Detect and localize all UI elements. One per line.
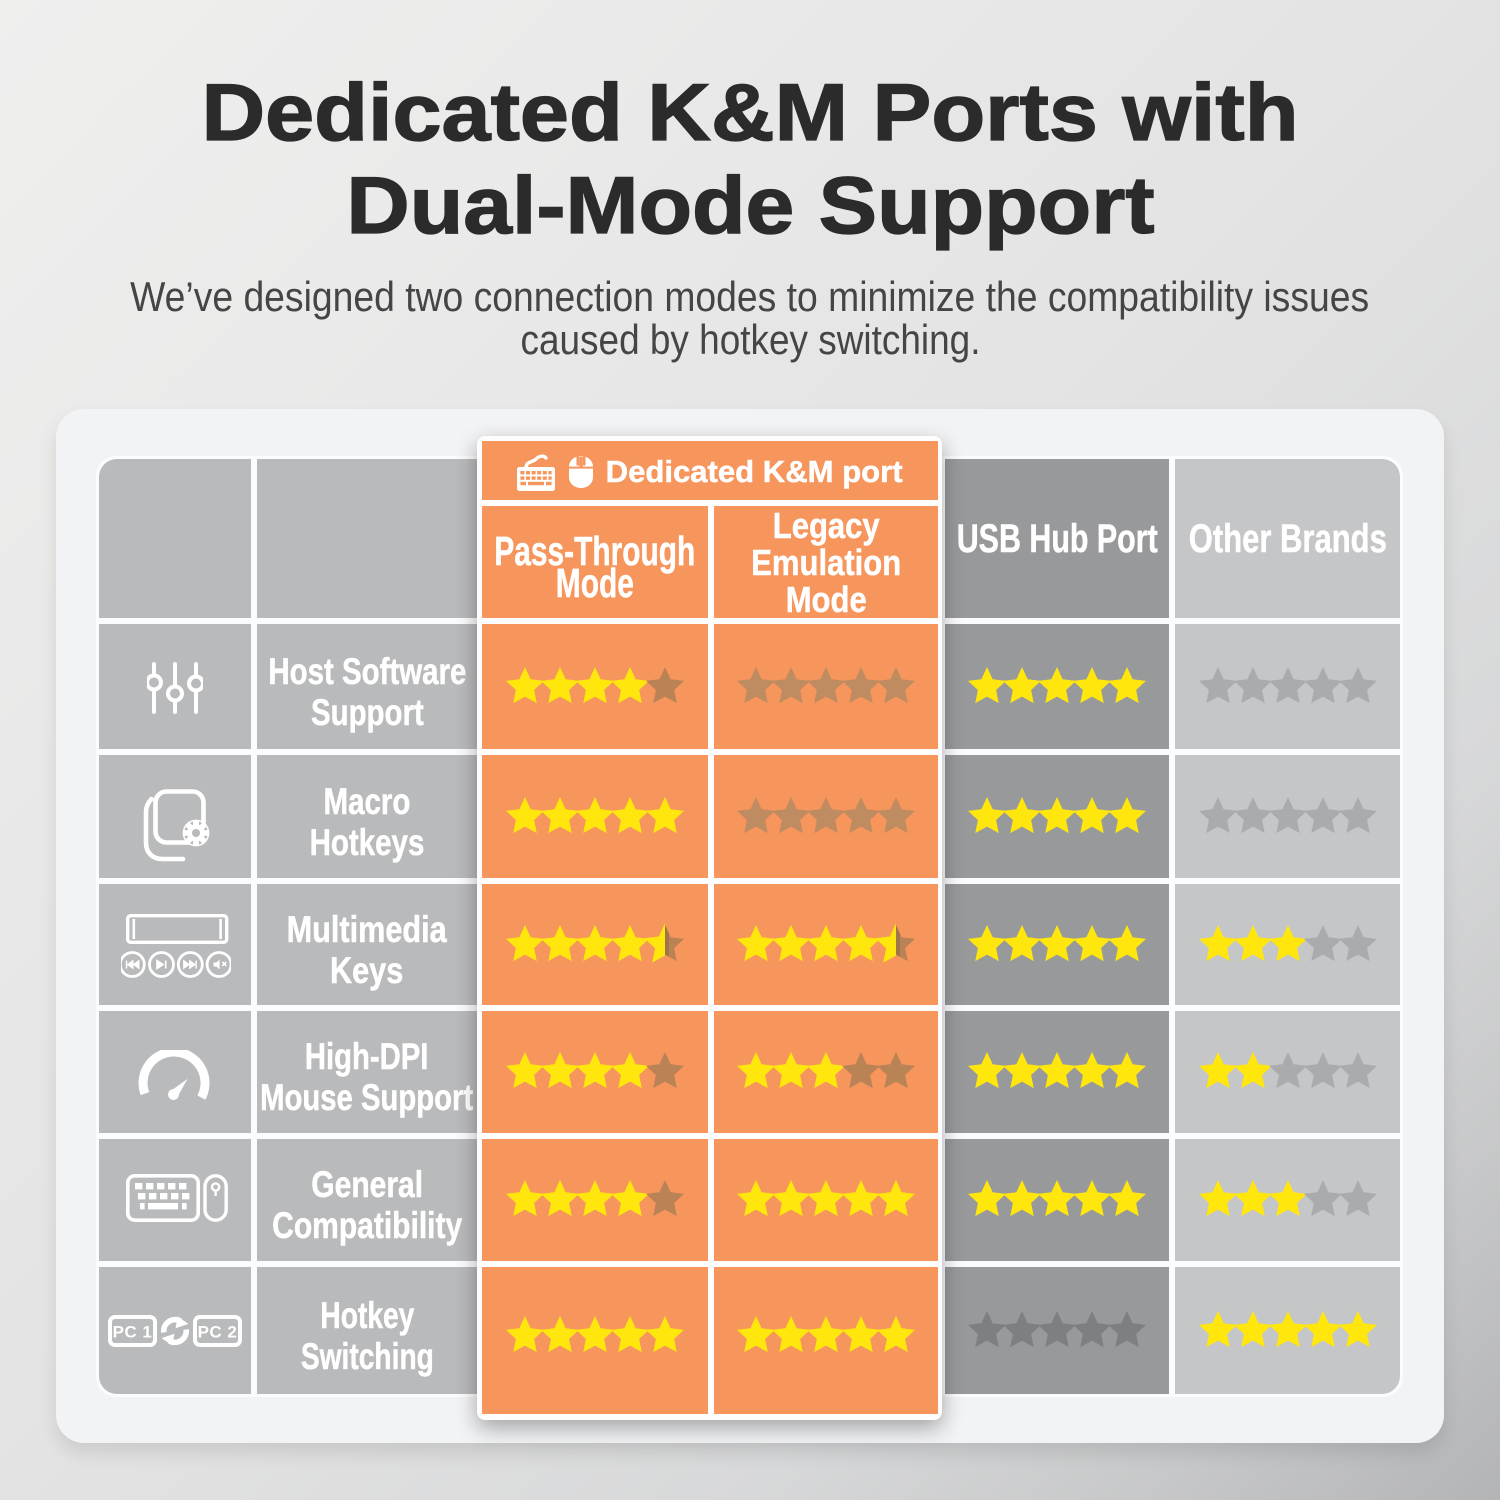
svg-text:PC 2: PC 2: [198, 1323, 238, 1342]
svg-text:PC 1: PC 1: [113, 1323, 153, 1342]
